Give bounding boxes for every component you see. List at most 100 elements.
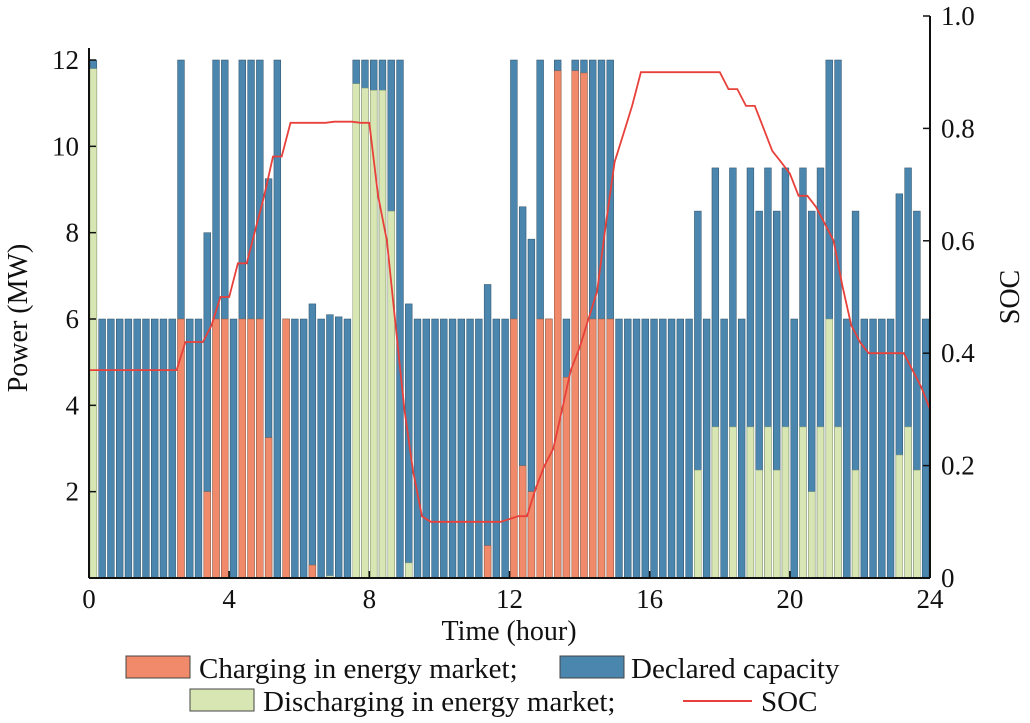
bar-discharging (694, 469, 702, 579)
bar-declared-capacity (317, 318, 325, 579)
legend-label-charging: Charging in energy market; (199, 653, 518, 685)
bar-declared-capacity (720, 318, 728, 579)
bar-discharging (773, 469, 781, 579)
bar-discharging (834, 426, 842, 579)
bar-declared-capacity (98, 318, 106, 579)
bar-declared-capacity (115, 318, 124, 579)
y2-tick-label: 1.0 (941, 1, 975, 31)
bar-declared-capacity (624, 318, 632, 579)
bar-declared-capacity (483, 284, 492, 579)
y2-tick-label: 0 (941, 563, 955, 593)
bar-charging (606, 318, 614, 579)
legend-swatch-charging (125, 655, 191, 679)
bar-charging (308, 564, 317, 579)
bar-charging (554, 70, 562, 579)
bar-declared-capacity (641, 318, 649, 579)
bar-declared-capacity (702, 318, 711, 579)
bar-declared-capacity (159, 318, 168, 579)
bar-declared-capacity (124, 318, 133, 579)
bar-declared-capacity (308, 303, 317, 579)
bar-declared-capacity (790, 318, 798, 579)
bar-declared-capacity (107, 318, 115, 579)
bar-declared-capacity (843, 318, 851, 579)
bar-discharging (755, 469, 763, 579)
x-axis-label: Time (hour) (441, 616, 576, 647)
y-tick-label: 2 (66, 477, 80, 507)
bar-discharging (781, 426, 790, 579)
bar-discharging (799, 426, 807, 579)
y-tick-label: 4 (66, 390, 80, 420)
bar-declared-capacity (886, 318, 895, 579)
bar-declared-capacity (194, 318, 203, 579)
x-tick-label: 20 (776, 584, 803, 614)
y2-tick-label: 0.2 (941, 451, 975, 481)
bar-declared-capacity (667, 318, 676, 579)
y-tick-label: 10 (52, 131, 79, 161)
y-tick-label: 6 (66, 304, 80, 334)
bar-discharging (913, 469, 921, 579)
bar-declared-capacity (142, 318, 150, 579)
bar-declared-capacity (650, 318, 658, 579)
bar-charging (238, 318, 246, 579)
bar-discharging (904, 426, 912, 579)
bar-declared-capacity (396, 59, 404, 579)
bar-declared-capacity (860, 318, 868, 579)
bar-declared-capacity (492, 318, 501, 579)
y2-axis-label: SOC (995, 270, 1026, 324)
x-tick-label: 12 (496, 584, 523, 614)
bar-declared-capacity (273, 59, 282, 579)
bar-charging (247, 318, 255, 579)
bar-declared-capacity (878, 318, 886, 579)
bar-declared-capacity (326, 314, 334, 579)
bar-discharging (378, 89, 387, 579)
bar-charging (571, 70, 579, 579)
bar-declared-capacity (615, 318, 623, 579)
bar-declared-capacity (448, 318, 457, 579)
legend-label-soc: SOC (761, 686, 817, 718)
bar-charging (589, 318, 597, 579)
bar-declared-capacity (229, 318, 238, 579)
bar-discharging (711, 426, 720, 579)
legend-label-capacity: Declared capacity (631, 653, 840, 685)
bar-declared-capacity (632, 318, 641, 579)
x-tick-label: 24 (917, 584, 945, 614)
bar-charging (597, 318, 606, 579)
bar-declared-capacity (457, 318, 465, 579)
legend-label-discharging: Discharging in energy market; (263, 686, 615, 718)
bar-discharging (89, 68, 98, 579)
y-axis-label: Power (MW) (3, 244, 34, 393)
bar-discharging (895, 454, 904, 579)
bar-discharging (361, 87, 369, 579)
x-tick-label: 16 (636, 584, 663, 614)
bar-discharging (825, 318, 833, 579)
x-tick-label: 0 (82, 584, 96, 614)
x-tick-label: 8 (363, 584, 377, 614)
bar-charging (256, 318, 264, 579)
y2-tick-label: 0.8 (941, 113, 975, 143)
bar-declared-capacity (685, 318, 693, 579)
bar-declared-capacity (422, 318, 430, 579)
bar-discharging (352, 83, 360, 579)
bar-declared-capacity (186, 318, 194, 579)
bar-charging (264, 437, 273, 579)
bar-charging (221, 318, 229, 579)
y-tick-label: 12 (52, 45, 79, 75)
bar-discharging (764, 426, 772, 579)
legend-swatch-discharging (189, 688, 255, 712)
bar-charging (212, 318, 220, 579)
y-tick-label: 8 (66, 218, 80, 248)
bar-charging (545, 318, 553, 579)
bar-discharging (808, 491, 816, 579)
bar-discharging (851, 469, 860, 579)
bar-charging (562, 377, 571, 579)
bar-declared-capacity (869, 318, 877, 579)
soc-line (89, 71, 931, 523)
bar-declared-capacity (921, 318, 930, 579)
legend: Charging in energy market; Declared capa… (125, 653, 840, 718)
bar-declared-capacity (343, 318, 352, 579)
bar-charging (518, 465, 527, 579)
bar-declared-capacity (151, 318, 159, 579)
bar-charging (282, 318, 290, 579)
